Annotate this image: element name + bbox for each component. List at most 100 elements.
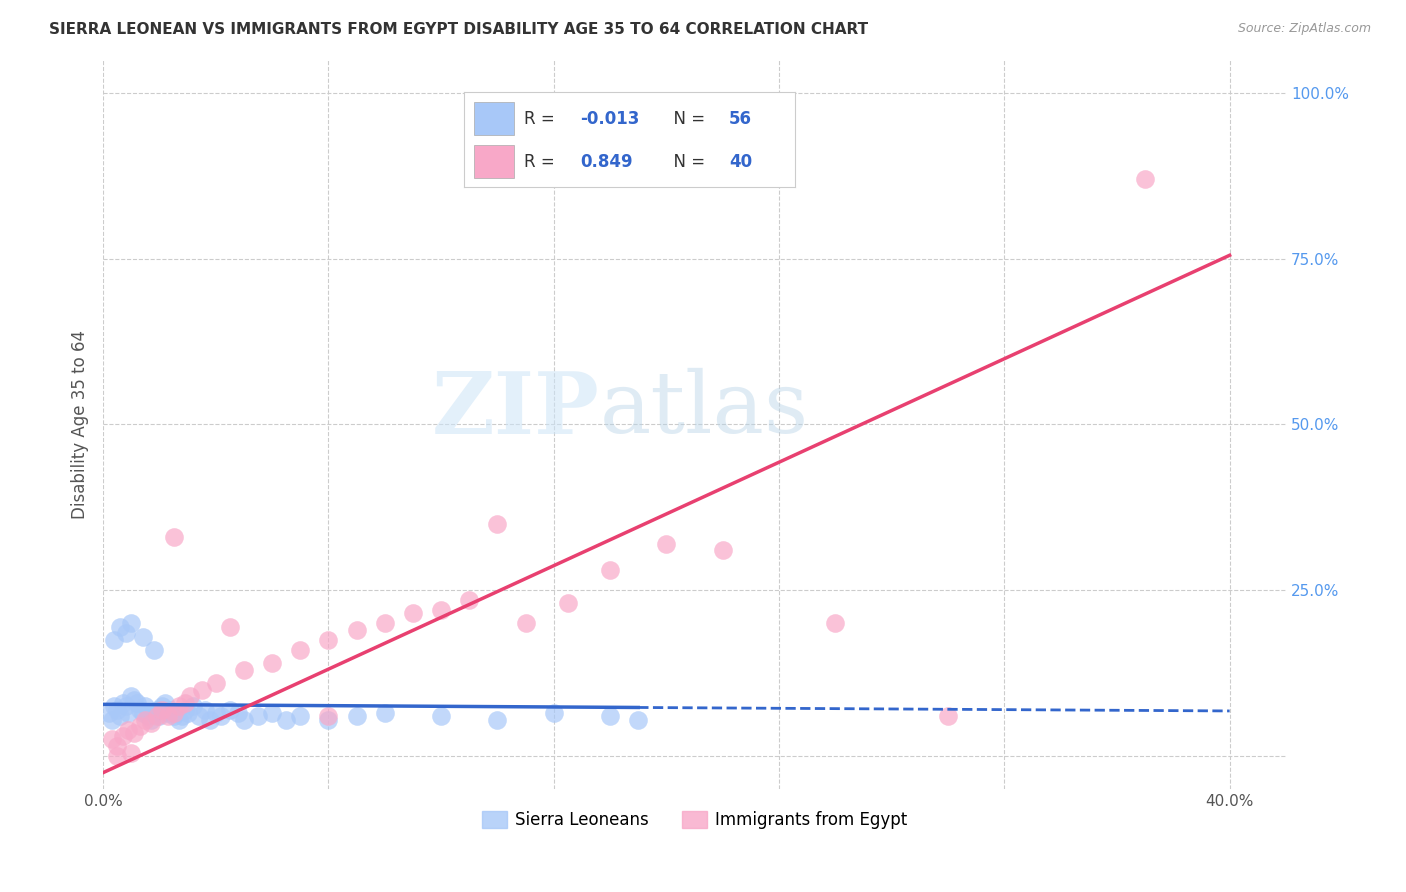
Text: SIERRA LEONEAN VS IMMIGRANTS FROM EGYPT DISABILITY AGE 35 TO 64 CORRELATION CHAR: SIERRA LEONEAN VS IMMIGRANTS FROM EGYPT …: [49, 22, 869, 37]
Point: [486, 516, 509, 531]
Point: [134, 713, 156, 727]
Point: [209, 709, 232, 723]
Point: [105, 749, 128, 764]
Point: [233, 713, 256, 727]
Point: [187, 709, 209, 723]
Point: [103, 699, 125, 714]
Point: [150, 699, 173, 714]
Point: [262, 706, 284, 720]
Point: [103, 632, 125, 647]
Point: [117, 723, 139, 737]
Point: [114, 699, 136, 714]
Point: [247, 709, 270, 723]
Point: [142, 706, 165, 720]
Point: [218, 703, 240, 717]
Point: [131, 630, 153, 644]
Point: [136, 709, 159, 723]
Point: [599, 563, 621, 577]
Point: [167, 713, 190, 727]
Point: [170, 709, 193, 723]
Point: [430, 603, 453, 617]
Point: [156, 706, 179, 720]
Point: [486, 713, 509, 727]
Point: [290, 643, 312, 657]
Text: Source: ZipAtlas.com: Source: ZipAtlas.com: [1237, 22, 1371, 36]
Point: [181, 699, 204, 714]
Point: [159, 703, 181, 717]
Point: [153, 696, 176, 710]
Point: [156, 709, 179, 723]
Point: [125, 696, 148, 710]
Point: [557, 597, 579, 611]
Point: [105, 703, 128, 717]
Point: [176, 706, 198, 720]
Point: [150, 703, 173, 717]
Point: [120, 690, 142, 704]
Text: ZIP: ZIP: [432, 368, 600, 452]
Point: [162, 706, 184, 720]
Point: [218, 620, 240, 634]
Point: [515, 616, 537, 631]
Point: [139, 713, 162, 727]
Point: [346, 709, 368, 723]
Point: [233, 663, 256, 677]
Point: [145, 709, 167, 723]
Point: [108, 709, 131, 723]
Point: [122, 692, 145, 706]
Point: [226, 706, 249, 720]
Point: [114, 626, 136, 640]
Point: [627, 713, 650, 727]
Point: [148, 709, 170, 723]
Point: [824, 616, 846, 631]
Point: [193, 703, 215, 717]
Point: [179, 690, 201, 704]
Point: [134, 699, 156, 714]
Point: [204, 676, 226, 690]
Point: [108, 620, 131, 634]
Point: [131, 706, 153, 720]
Point: [374, 616, 396, 631]
Point: [111, 696, 134, 710]
Point: [128, 703, 150, 717]
Point: [122, 726, 145, 740]
Point: [318, 713, 340, 727]
Point: [290, 709, 312, 723]
Point: [111, 729, 134, 743]
Point: [120, 616, 142, 631]
Point: [430, 709, 453, 723]
Legend: Sierra Leoneans, Immigrants from Egypt: Sierra Leoneans, Immigrants from Egypt: [475, 804, 914, 836]
Point: [318, 632, 340, 647]
Point: [139, 715, 162, 730]
Text: atlas: atlas: [600, 368, 808, 451]
Point: [190, 682, 212, 697]
Point: [128, 719, 150, 733]
Point: [165, 706, 187, 720]
Point: [162, 530, 184, 544]
Point: [711, 543, 734, 558]
Point: [318, 709, 340, 723]
Point: [599, 709, 621, 723]
Point: [1133, 172, 1156, 186]
Point: [204, 706, 226, 720]
Point: [117, 706, 139, 720]
Point: [262, 656, 284, 670]
Y-axis label: Disability Age 35 to 64: Disability Age 35 to 64: [72, 330, 89, 519]
Point: [145, 703, 167, 717]
Point: [346, 623, 368, 637]
Point: [97, 706, 120, 720]
Point: [173, 703, 195, 717]
Point: [142, 643, 165, 657]
Point: [162, 709, 184, 723]
Point: [458, 593, 481, 607]
Point: [100, 713, 122, 727]
Point: [936, 709, 959, 723]
Point: [173, 696, 195, 710]
Point: [543, 706, 565, 720]
Point: [655, 537, 678, 551]
Point: [105, 739, 128, 753]
Point: [198, 713, 221, 727]
Point: [100, 732, 122, 747]
Point: [402, 607, 425, 621]
Point: [120, 746, 142, 760]
Point: [374, 706, 396, 720]
